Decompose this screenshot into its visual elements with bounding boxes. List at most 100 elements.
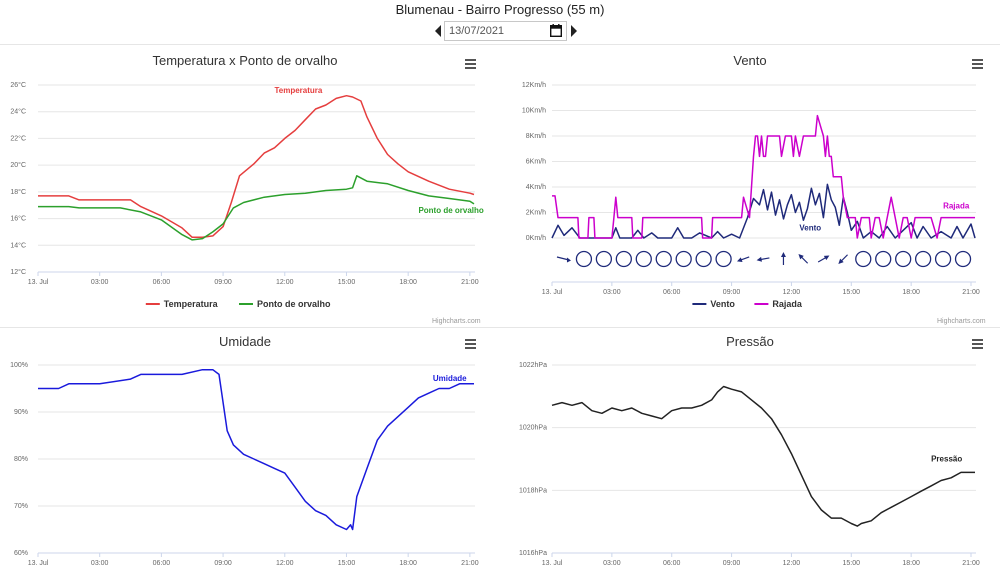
menu-bar (972, 67, 983, 69)
y-tick-label: 20°C (10, 161, 26, 169)
caret-right-icon[interactable] (569, 22, 579, 40)
wind-direction-arrow (798, 254, 809, 264)
series-line-press-o (551, 385, 975, 527)
x-tick-label: 12:00 (276, 560, 294, 567)
series-line-temperatura (38, 94, 475, 239)
legend-item[interactable]: Vento (692, 299, 735, 309)
x-tick-label: 09:00 (723, 560, 741, 567)
calendar-icon[interactable] (550, 24, 562, 37)
date-input[interactable] (444, 21, 567, 41)
x-tick-label: 13. Jul (542, 560, 563, 567)
legend-label: Rajada (772, 299, 803, 309)
menu-bar (465, 59, 476, 61)
y-tick-label: 100% (10, 362, 28, 369)
y-tick-label: 18°C (10, 188, 26, 196)
series-label: Temperatura (274, 86, 322, 95)
legend-label: Temperatura (164, 299, 219, 309)
temperature-dewpoint-chart: Temperatura x Ponto de orvalho 12°C 14°C 16… (0, 45, 490, 327)
menu-bar (972, 63, 983, 65)
y-tick-label: 1018hPa (519, 487, 547, 494)
menu-bar (972, 339, 983, 341)
x-tick-label: 06:00 (153, 279, 171, 286)
wind-calm-circle (635, 250, 652, 268)
wind-calm-circle (655, 250, 672, 268)
x-tick-label: 18:00 (399, 560, 417, 567)
page-title: Blumenau - Bairro Progresso (55 m) (395, 2, 605, 17)
series-line-rajada (552, 114, 975, 239)
page-header: Blumenau - Bairro Progresso (55 m) (0, 0, 1000, 44)
caret-left-icon[interactable] (433, 22, 443, 40)
highcharts-credits[interactable]: Highcharts.com (432, 318, 481, 325)
x-tick-label: 15:00 (843, 560, 861, 567)
date-navigator (433, 21, 578, 43)
wind-calm-circle (934, 250, 952, 268)
menu-bar (465, 67, 476, 69)
x-tick-label: 15:00 (338, 279, 356, 286)
arrow-head (566, 257, 571, 263)
x-tick-label: 12:00 (783, 560, 801, 567)
x-tick-label: 12:00 (783, 289, 801, 296)
chart-title: Umidade (219, 334, 271, 349)
divider (0, 327, 1000, 328)
y-tick-label: 14°C (10, 241, 26, 249)
x-tick-label: 18:00 (902, 289, 920, 296)
chart-title: Temperatura x Ponto de orvalho (153, 53, 338, 68)
legend-item[interactable]: Rajada (754, 299, 803, 309)
wind-calm-circle (695, 250, 712, 268)
x-tick-label: 18:00 (399, 279, 417, 286)
menu-bar (972, 59, 983, 61)
arrow-shaft (556, 256, 570, 261)
y-tick-label: 6Km/h (526, 159, 546, 166)
hamburger-menu-icon[interactable] (465, 59, 476, 69)
x-tick-label: 03:00 (91, 279, 109, 286)
series-label: Pressão (931, 455, 962, 464)
arrow-head (780, 252, 786, 257)
hamburger-menu-icon[interactable] (465, 339, 476, 349)
wind-calm-circle (675, 250, 692, 268)
x-tick-label: 09:00 (723, 289, 741, 296)
pressure-chart: Pressão 1016hPa 1018hPa 1020hPa 1022hPa 13. J… (500, 328, 1000, 572)
y-tick-label: 1020hPa (519, 425, 547, 432)
chart-title: Vento (733, 53, 766, 68)
y-tick-label: 8Km/h (526, 133, 546, 140)
series-label: Umidade (433, 374, 467, 383)
arrow-head (823, 255, 830, 261)
legend-item[interactable]: Temperatura (145, 299, 219, 309)
wind-calm-circle (954, 250, 972, 268)
legend-item[interactable]: Ponto de orvalho (239, 299, 331, 309)
menu-bar (972, 347, 983, 349)
y-tick-label: 24°C (10, 108, 26, 116)
wind-direction-arrow (817, 255, 830, 263)
x-tick-label: 18:00 (902, 560, 920, 567)
series-line-umidade (38, 368, 474, 531)
wind-direction-arrow (556, 256, 571, 263)
wind-calm-circle (914, 250, 932, 268)
menu-bar (465, 63, 476, 65)
y-tick-label: 0Km/h (526, 235, 546, 242)
arrow-head (736, 257, 743, 263)
x-tick-label: 03:00 (603, 560, 621, 567)
x-tick-label: 09:00 (214, 279, 232, 286)
wind-calm-circle (595, 250, 613, 268)
y-tick-label: 22°C (10, 134, 26, 142)
y-tick-label: 12Km/h (522, 82, 546, 89)
y-tick-label: 2Km/h (526, 210, 546, 217)
y-tick-label: 60% (14, 550, 28, 557)
hamburger-menu-icon[interactable] (972, 59, 983, 69)
divider (0, 44, 1000, 45)
menu-bar (972, 343, 983, 345)
x-tick-label: 13. Jul (28, 279, 49, 286)
menu-bar (465, 339, 476, 341)
legend-label: Vento (710, 299, 735, 309)
wind-calm-circle (895, 250, 912, 268)
wind-calm-circle (715, 250, 732, 268)
series-label: Vento (799, 223, 821, 232)
y-tick-label: 80% (14, 456, 28, 463)
series-label: Rajada (943, 202, 970, 211)
chart-title: Pressão (726, 334, 774, 349)
x-tick-label: 03:00 (603, 289, 621, 296)
wind-chart: Vento 0Km/h 2Km/h 4Km/h 6Km/h 8Km/h 10Km/h 12Km… (500, 45, 1000, 327)
x-tick-label: 06:00 (663, 289, 681, 296)
hamburger-menu-icon[interactable] (972, 339, 983, 349)
highcharts-credits[interactable]: Highcharts.com (937, 318, 986, 325)
